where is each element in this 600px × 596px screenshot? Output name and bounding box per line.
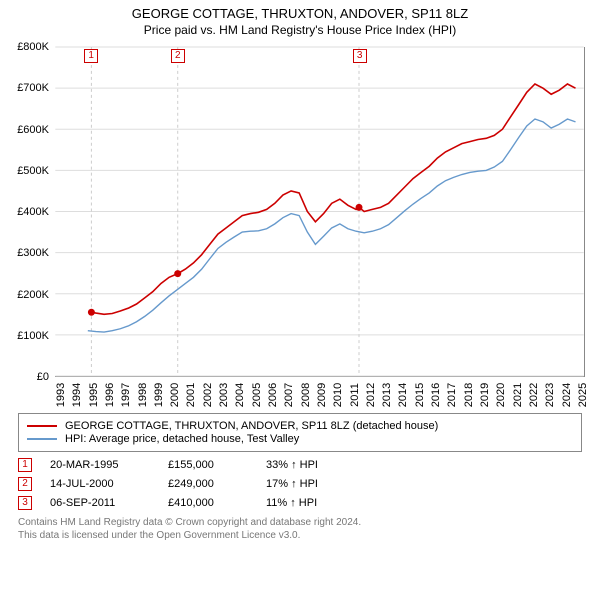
sale-marker-box: 2 [171, 49, 185, 63]
sale-price: £155,000 [168, 459, 248, 471]
x-tick-label: 2004 [234, 383, 246, 407]
sale-date: 14-JUL-2000 [50, 478, 150, 490]
legend-swatch [27, 425, 57, 427]
sale-list: 1 20-MAR-1995 £155,000 33% ↑ HPI 2 14-JUL-200… [18, 458, 582, 510]
y-tick-label: £500K [17, 165, 49, 177]
sale-index-box: 3 [18, 496, 32, 510]
x-tick-label: 2021 [512, 383, 524, 407]
chart-container: GEORGE COTTAGE, THRUXTON, ANDOVER, SP11 … [0, 6, 600, 596]
attribution-line: Contains HM Land Registry data © Crown c… [18, 516, 582, 529]
x-tick-label: 2005 [251, 383, 263, 407]
legend-label: HPI: Average price, detached house, Test… [65, 433, 299, 445]
x-axis: 1993 1994 1995 1996 1997 1998 1999 2000 2001 2002… [55, 379, 585, 411]
x-tick-label: 2009 [316, 383, 328, 407]
attribution-line: This data is licensed under the Open Gov… [18, 529, 582, 542]
y-tick-label: £0 [37, 371, 49, 383]
x-tick-label: 2013 [381, 383, 393, 407]
chart-title: GEORGE COTTAGE, THRUXTON, ANDOVER, SP11 … [0, 6, 600, 21]
x-tick-label: 1996 [104, 383, 116, 407]
sale-row: 1 20-MAR-1995 £155,000 33% ↑ HPI [18, 458, 582, 472]
plot-svg [55, 47, 584, 376]
sale-index-box: 2 [18, 477, 32, 491]
x-tick-label: 2010 [332, 383, 344, 407]
legend-row: HPI: Average price, detached house, Test… [27, 433, 573, 445]
y-tick-label: £600K [17, 124, 49, 136]
x-tick-label: 2024 [561, 383, 573, 407]
sale-marker-box: 3 [353, 49, 367, 63]
x-tick-label: 2023 [544, 383, 556, 407]
x-tick-label: 1998 [137, 383, 149, 407]
sale-date: 20-MAR-1995 [50, 459, 150, 471]
legend-label: GEORGE COTTAGE, THRUXTON, ANDOVER, SP11 … [65, 420, 438, 432]
legend-swatch [27, 438, 57, 440]
sale-vs-hpi: 11% ↑ HPI [266, 497, 317, 509]
x-tick-label: 1993 [55, 383, 67, 407]
plot-area: 1 2 3 [55, 47, 585, 377]
x-tick-label: 2020 [495, 383, 507, 407]
x-tick-label: 2015 [414, 383, 426, 407]
x-tick-label: 2003 [218, 383, 230, 407]
x-tick-label: 2000 [169, 383, 181, 407]
x-tick-label: 2011 [349, 383, 361, 407]
x-tick-label: 1997 [120, 383, 132, 407]
sale-marker-box: 1 [84, 49, 98, 63]
chart-subtitle: Price paid vs. HM Land Registry's House … [0, 23, 600, 37]
x-tick-label: 2006 [267, 383, 279, 407]
legend-row: GEORGE COTTAGE, THRUXTON, ANDOVER, SP11 … [27, 420, 573, 432]
sale-vs-hpi: 33% ↑ HPI [266, 459, 318, 471]
sale-price: £249,000 [168, 478, 248, 490]
x-tick-label: 2019 [479, 383, 491, 407]
sale-price: £410,000 [168, 497, 248, 509]
x-tick-label: 1999 [153, 383, 165, 407]
x-tick-label: 2022 [528, 383, 540, 407]
legend: GEORGE COTTAGE, THRUXTON, ANDOVER, SP11 … [18, 413, 582, 452]
x-tick-label: 2007 [283, 383, 295, 407]
x-tick-label: 1995 [88, 383, 100, 407]
x-tick-label: 2008 [300, 383, 312, 407]
y-tick-label: £100K [17, 330, 49, 342]
sale-vs-hpi: 17% ↑ HPI [266, 478, 318, 490]
sale-date: 06-SEP-2011 [50, 497, 150, 509]
y-tick-label: £400K [17, 206, 49, 218]
x-tick-label: 2018 [463, 383, 475, 407]
x-tick-label: 1994 [71, 383, 83, 407]
sale-row: 2 14-JUL-2000 £249,000 17% ↑ HPI [18, 477, 582, 491]
sale-index-box: 1 [18, 458, 32, 472]
chart-area: £0 £100K £200K £300K £400K £500K £600K £700K £80… [0, 41, 600, 411]
y-axis: £0£100K£200K£300K£400K£500K£600K£700K£80… [0, 47, 53, 377]
x-tick-label: 2016 [430, 383, 442, 407]
x-tick-label: 2001 [185, 383, 197, 407]
x-tick-label: 2002 [202, 383, 214, 407]
y-tick-label: £200K [17, 289, 49, 301]
y-tick-label: £800K [17, 41, 49, 53]
x-tick-label: 2012 [365, 383, 377, 407]
x-tick-label: 2017 [446, 383, 458, 407]
x-tick-label: 2025 [577, 383, 589, 407]
x-tick-label: 2014 [397, 383, 409, 407]
y-tick-label: £700K [17, 82, 49, 94]
attribution: Contains HM Land Registry data © Crown c… [18, 516, 582, 542]
sale-row: 3 06-SEP-2011 £410,000 11% ↑ HPI [18, 496, 582, 510]
y-tick-label: £300K [17, 247, 49, 259]
